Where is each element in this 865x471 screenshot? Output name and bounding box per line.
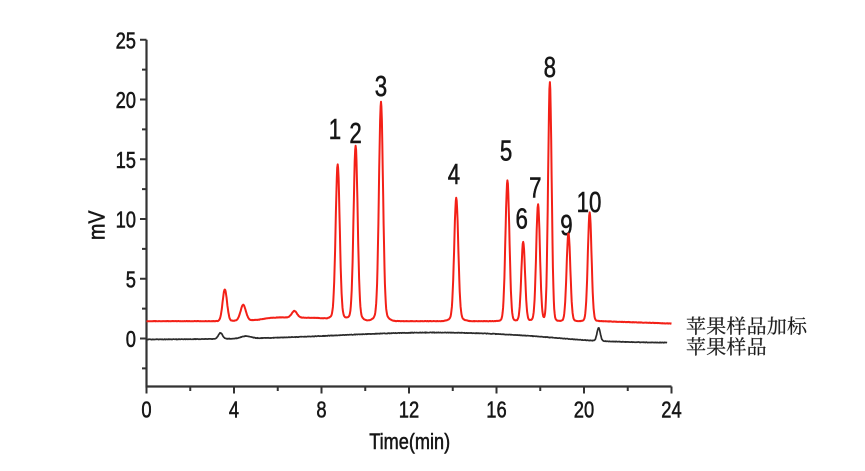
svg-text:mV: mV bbox=[84, 210, 110, 240]
svg-text:25: 25 bbox=[116, 27, 136, 53]
svg-text:4: 4 bbox=[448, 159, 461, 191]
svg-text:2: 2 bbox=[349, 118, 361, 150]
svg-text:12: 12 bbox=[399, 397, 419, 423]
svg-text:0: 0 bbox=[126, 326, 136, 352]
svg-text:9: 9 bbox=[560, 210, 572, 242]
svg-text:24: 24 bbox=[661, 397, 681, 423]
svg-text:7: 7 bbox=[529, 173, 541, 205]
svg-text:6: 6 bbox=[516, 204, 528, 236]
svg-text:0: 0 bbox=[141, 397, 151, 423]
svg-text:5: 5 bbox=[500, 136, 512, 168]
svg-text:10: 10 bbox=[116, 207, 136, 233]
svg-text:8: 8 bbox=[316, 397, 326, 423]
svg-text:Time(min): Time(min) bbox=[369, 429, 450, 454]
svg-text:8: 8 bbox=[544, 52, 556, 84]
svg-text:20: 20 bbox=[116, 87, 136, 113]
svg-text:15: 15 bbox=[116, 147, 136, 173]
svg-text:4: 4 bbox=[229, 397, 239, 423]
svg-text:16: 16 bbox=[486, 397, 506, 423]
svg-text:1: 1 bbox=[329, 114, 341, 146]
svg-text:20: 20 bbox=[574, 397, 594, 423]
svg-text:3: 3 bbox=[375, 71, 387, 103]
svg-text:5: 5 bbox=[126, 266, 136, 292]
